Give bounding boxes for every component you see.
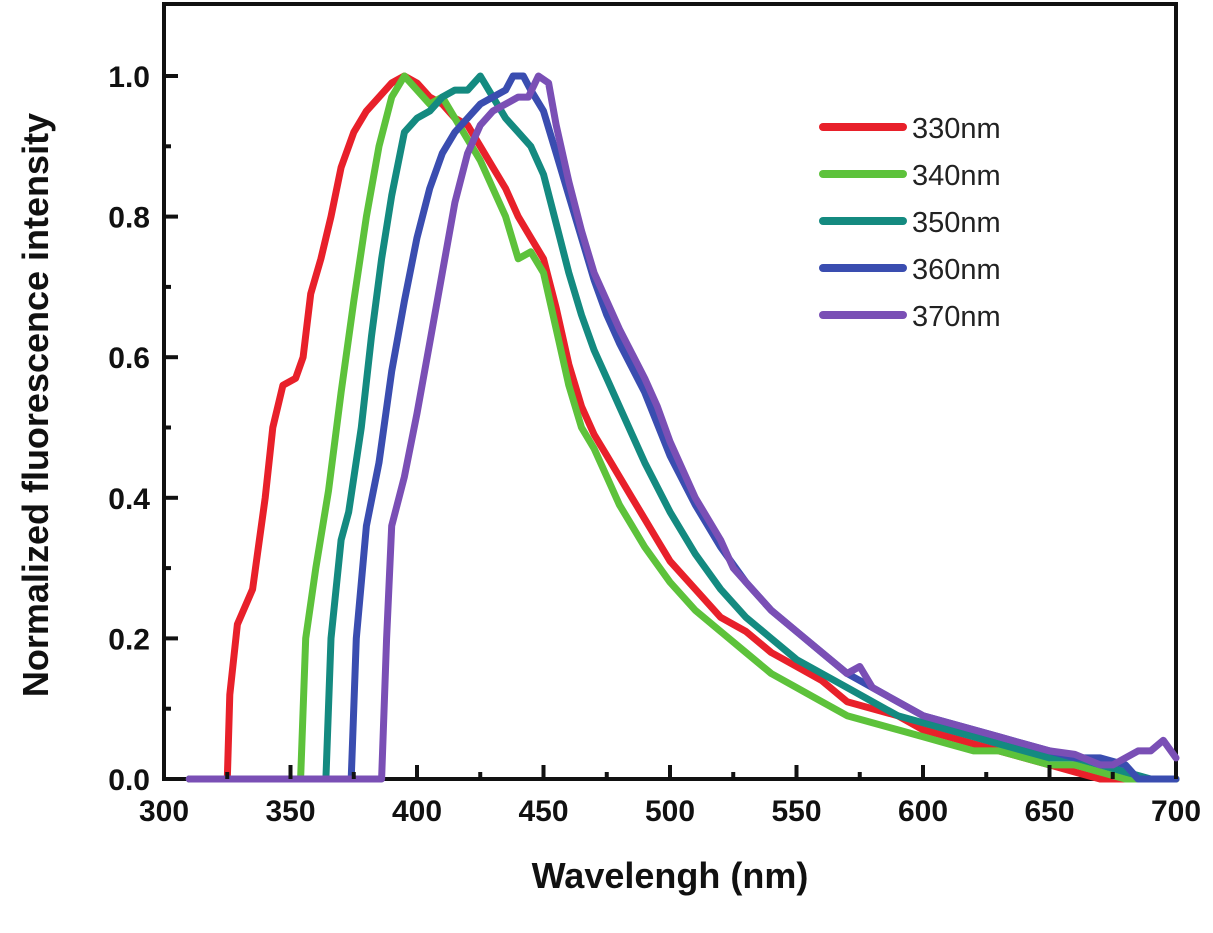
x-tick-label: 650: [1024, 795, 1074, 828]
x-tick-label: 500: [645, 795, 695, 828]
x-tick-label: 300: [139, 795, 189, 828]
series-line-370nm: [185, 72, 1180, 783]
legend-label: 330nm: [912, 113, 1001, 145]
series-group: [185, 72, 1180, 783]
series-line-340nm: [185, 72, 1180, 783]
x-tick-label: 450: [518, 795, 568, 828]
y-tick-label: 0.4: [108, 483, 150, 516]
series-line-330nm: [185, 72, 1180, 783]
y-tick-label: 0.6: [108, 342, 150, 375]
series-line-350nm: [185, 72, 1180, 783]
legend-label: 360nm: [912, 254, 1001, 286]
y-tick-label: 1.0: [108, 61, 150, 94]
y-axis-ticks: 0.0 0.2 0.4 0.6 0.8 1.0: [108, 61, 178, 797]
legend-label: 350nm: [912, 207, 1001, 239]
legend-label: 370nm: [912, 301, 1001, 333]
y-tick-label: 0.0: [108, 764, 150, 797]
legend-label: 340nm: [912, 160, 1001, 192]
plot-frame: [162, 2, 1178, 781]
legend: 330nm 340nm 350nm 360nm 370nm: [819, 113, 1001, 333]
x-tick-label: 600: [898, 795, 948, 828]
x-tick-label: 350: [265, 795, 315, 828]
x-tick-label: 550: [771, 795, 821, 828]
y-axis-title: Normalized fluorescence intensity: [15, 113, 56, 697]
x-axis-title: Wavelengh (nm): [532, 855, 809, 896]
x-axis-ticks: 300 350 400 450 500 550 600 650 700: [139, 765, 1201, 828]
y-tick-label: 0.2: [108, 623, 150, 656]
x-tick-label: 700: [1151, 795, 1201, 828]
y-tick-label: 0.8: [108, 202, 150, 235]
x-tick-label: 400: [392, 795, 442, 828]
